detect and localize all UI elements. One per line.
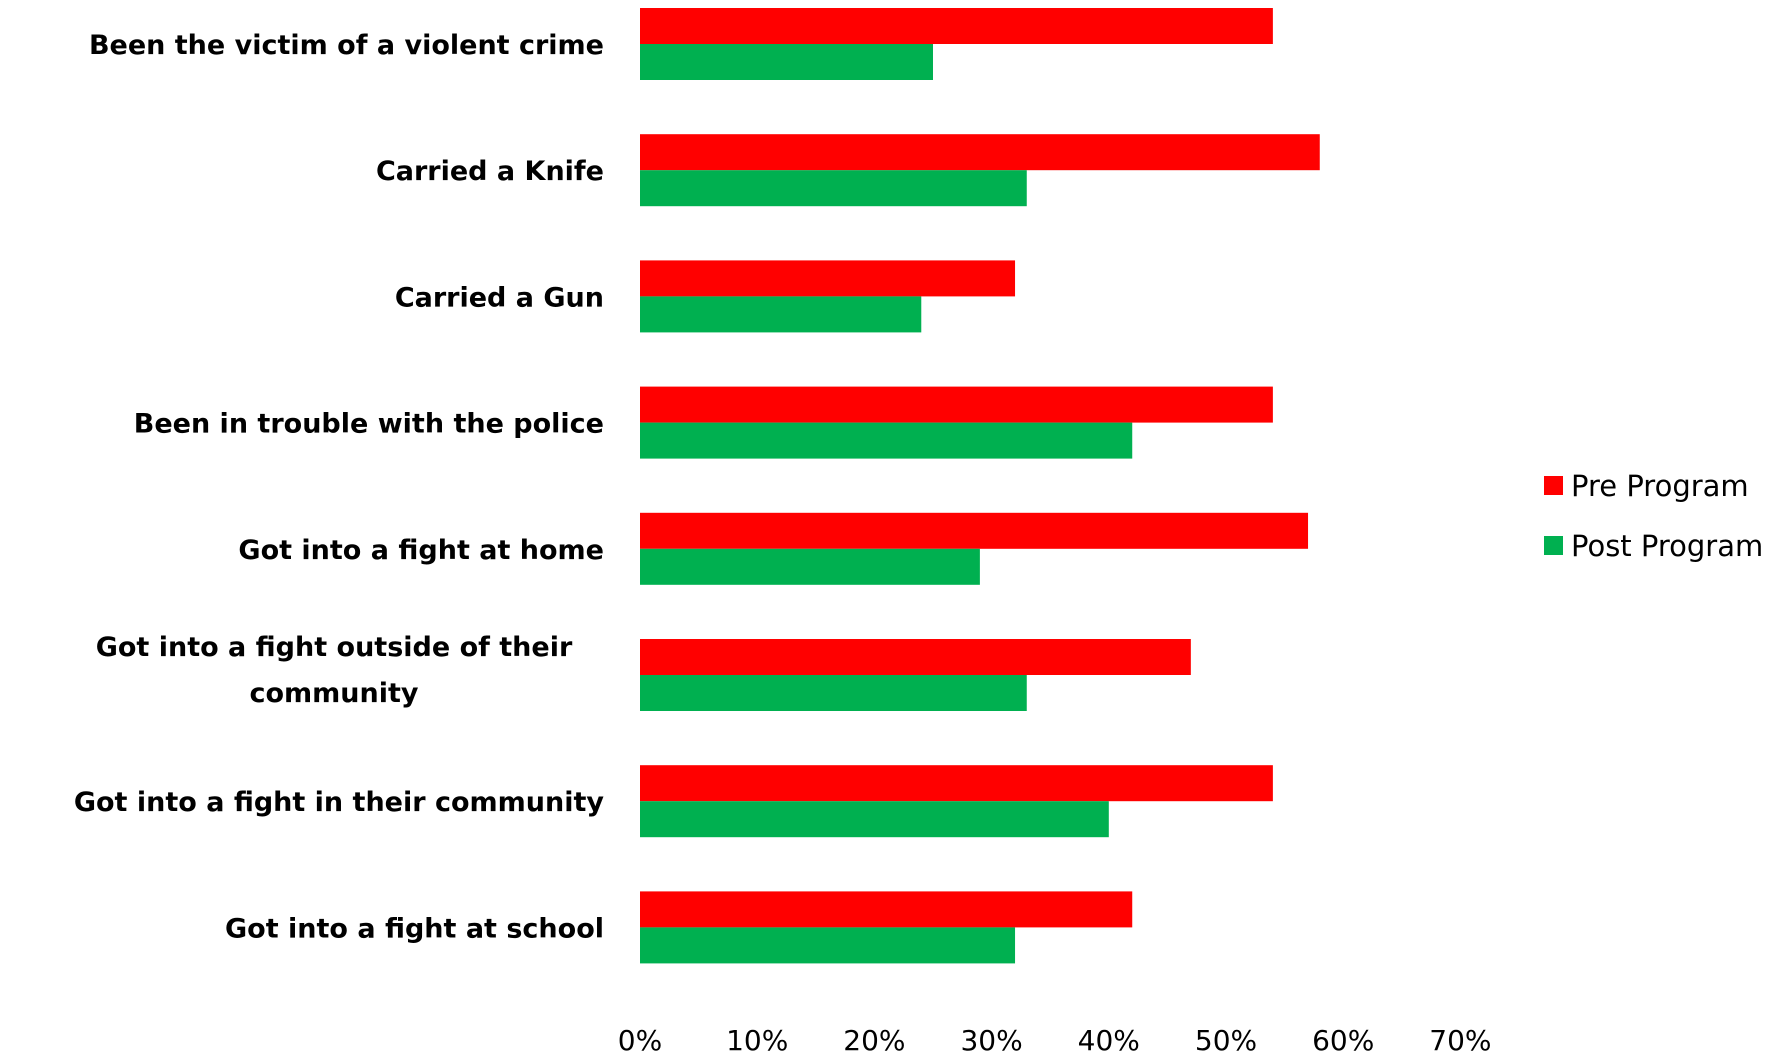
x-tick-label-60: 60% bbox=[1312, 1024, 1374, 1057]
bar-post-program-5 bbox=[640, 675, 1027, 711]
category-label-7: Got into a fight at school bbox=[225, 913, 604, 944]
bar-post-program-0 bbox=[640, 44, 933, 80]
bar-pre-program-0 bbox=[640, 8, 1273, 44]
bar-pre-program-3 bbox=[640, 386, 1273, 423]
bar-post-program-2 bbox=[640, 296, 922, 333]
legend: Pre Program Post Program bbox=[1544, 469, 1763, 563]
category-label-4: Got into a fight at home bbox=[238, 535, 604, 566]
x-tick-label-50: 50% bbox=[1195, 1024, 1257, 1057]
x-tick-label-0: 0% bbox=[618, 1024, 662, 1057]
category-label-2: Carried a Gun bbox=[395, 282, 604, 313]
legend-label-post-program: Post Program bbox=[1571, 529, 1763, 563]
bars bbox=[640, 8, 1320, 964]
legend-swatch-post-program bbox=[1544, 536, 1563, 555]
bar-post-program-3 bbox=[640, 422, 1133, 459]
bar-post-program-1 bbox=[640, 170, 1027, 207]
legend-label-pre-program: Pre Program bbox=[1571, 469, 1749, 503]
x-tick-label-30: 30% bbox=[960, 1024, 1022, 1057]
x-tick-label-70: 70% bbox=[1429, 1024, 1491, 1057]
category-label-3: Been in trouble with the police bbox=[134, 409, 604, 440]
category-label-5-line-0: Got into a fight outside of their bbox=[96, 632, 573, 663]
x-tick-label-40: 40% bbox=[1078, 1024, 1140, 1057]
category-label-0: Been the victim of a violent crime bbox=[89, 30, 604, 61]
category-label-1: Carried a Knife bbox=[376, 156, 604, 187]
bar-pre-program-6 bbox=[640, 765, 1273, 802]
category-label-6: Got into a fight in their community bbox=[74, 787, 605, 818]
bar-post-program-4 bbox=[640, 548, 980, 585]
x-tick-label-20: 20% bbox=[843, 1024, 905, 1057]
bar-post-program-7 bbox=[640, 927, 1016, 964]
bar-post-program-6 bbox=[640, 801, 1109, 838]
bar-pre-program-2 bbox=[640, 260, 1016, 297]
bar-pre-program-5 bbox=[640, 639, 1191, 675]
x-tick-label-10: 10% bbox=[726, 1024, 788, 1057]
category-label-5-line-1: community bbox=[249, 678, 418, 709]
bar-pre-program-7 bbox=[640, 891, 1133, 928]
legend-swatch-pre-program bbox=[1544, 476, 1563, 495]
bar-pre-program-4 bbox=[640, 512, 1309, 549]
x-axis-tick-labels: 0% 10% 20% 30% 40% 50% 60% 70% bbox=[618, 1024, 1492, 1057]
category-labels: Been the victim of a violent crime Carrie… bbox=[74, 30, 605, 944]
bar-pre-program-1 bbox=[640, 134, 1320, 171]
